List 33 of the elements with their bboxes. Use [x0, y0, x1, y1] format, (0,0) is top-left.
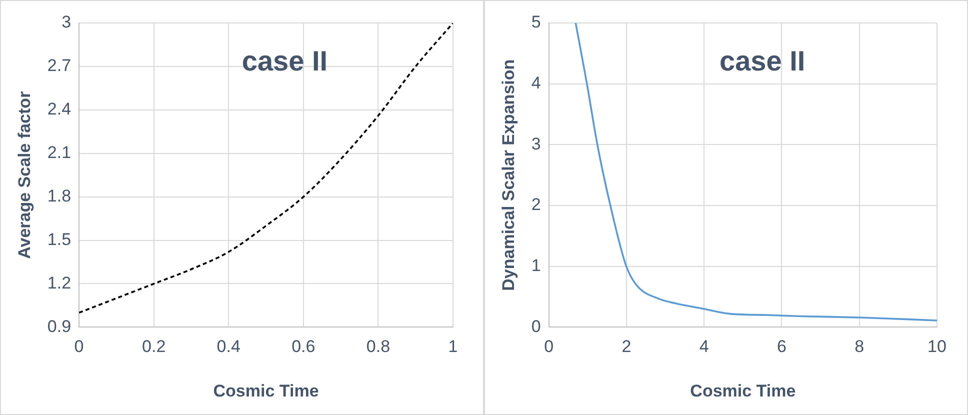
x-tick-label: 0 — [74, 337, 84, 356]
x-tick-label: 10 — [928, 337, 946, 356]
y-tick-label: 1.2 — [47, 273, 72, 292]
y-tick-label: 2.4 — [47, 100, 72, 119]
y-axis-title: Average Scale factor — [14, 90, 34, 259]
x-tick-label: 0 — [544, 337, 554, 356]
x-tick-label: 0.6 — [292, 337, 316, 356]
y-tick-label: 1.8 — [47, 186, 72, 206]
y-tick-label: 2.1 — [47, 143, 72, 162]
y-tick-label: 0 — [531, 316, 541, 336]
y-tick-label: 0.9 — [47, 316, 72, 336]
y-axis-title: Dynamical Scalar Expansion — [498, 59, 518, 291]
line-series — [574, 23, 937, 322]
x-tick-label: 4 — [699, 337, 709, 356]
y-tick-label: 1 — [531, 256, 541, 276]
y-tick-label: 1.5 — [47, 230, 72, 249]
x-tick-label: 8 — [854, 337, 864, 356]
y-tick-label: 5 — [531, 12, 541, 32]
y-tick-label: 2 — [531, 195, 541, 214]
y-tick-label: 4 — [531, 74, 541, 93]
text: case II — [242, 45, 328, 76]
x-tick-label: 0.2 — [142, 337, 166, 356]
x-tick-label: 6 — [777, 337, 786, 356]
x-tick-label: 0.4 — [216, 337, 240, 356]
x-axis-title: Cosmic Time — [213, 381, 319, 400]
x-axis-title: Cosmic Time — [690, 381, 796, 400]
y-tick-label: 3 — [62, 12, 72, 32]
y-tick-label: 3 — [531, 134, 541, 154]
x-tick-label: 1 — [448, 337, 458, 356]
x-tick-label: 2 — [622, 337, 632, 356]
text: case II — [720, 45, 806, 76]
x-tick-label: 0.8 — [366, 337, 390, 356]
y-tick-label: 2.7 — [47, 56, 72, 76]
